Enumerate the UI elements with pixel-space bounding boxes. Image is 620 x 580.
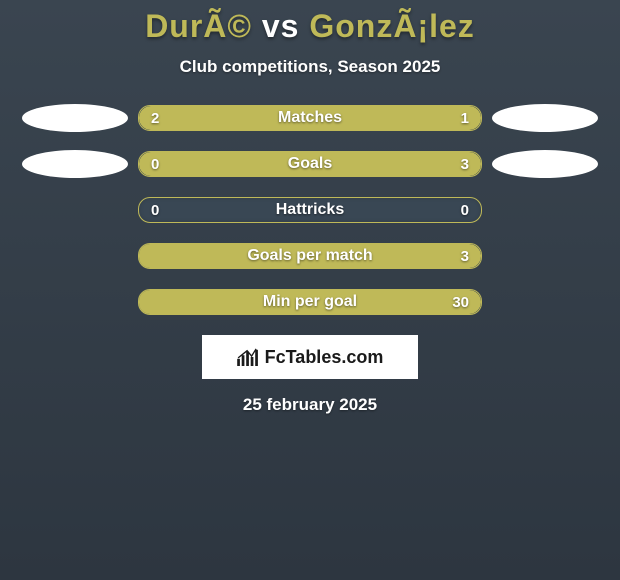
spacer — [22, 288, 128, 316]
stat-value-right: 0 — [461, 198, 469, 222]
vs-separator: vs — [262, 8, 300, 44]
bar-fill-right — [139, 244, 481, 268]
player1-marker — [22, 104, 128, 132]
spacer — [492, 196, 598, 224]
bar-chart-icon — [237, 348, 259, 366]
date-label: 25 february 2025 — [0, 395, 620, 415]
player2-name: GonzÃ¡lez — [309, 8, 474, 44]
spacer — [492, 242, 598, 270]
stat-row: 3Goals per match — [0, 243, 620, 269]
bar-fill-right — [365, 106, 481, 130]
stat-bar: 30Min per goal — [138, 289, 482, 315]
stat-row: 03Goals — [0, 151, 620, 177]
stat-bar: 21Matches — [138, 105, 482, 131]
spacer — [492, 288, 598, 316]
player2-marker — [492, 104, 598, 132]
page-title: DurÃ© vs GonzÃ¡lez — [0, 0, 620, 45]
spacer — [22, 242, 128, 270]
comparison-infographic: DurÃ© vs GonzÃ¡lez Club competitions, Se… — [0, 0, 620, 580]
source-logo: FcTables.com — [202, 335, 418, 379]
stat-value-left: 0 — [151, 198, 159, 222]
bar-fill-left — [139, 152, 201, 176]
stat-label: Hattricks — [139, 198, 481, 222]
player1-marker — [22, 150, 128, 178]
stat-bar: 3Goals per match — [138, 243, 482, 269]
stat-row: 0 0Hattricks — [0, 197, 620, 223]
player1-name: DurÃ© — [145, 8, 252, 44]
source-logo-text: FcTables.com — [265, 347, 384, 368]
bar-fill-left — [139, 106, 365, 130]
bar-fill-right — [201, 152, 481, 176]
subtitle: Club competitions, Season 2025 — [0, 57, 620, 77]
stat-bar: 0 0Hattricks — [138, 197, 482, 223]
stat-row: 21Matches — [0, 105, 620, 131]
player2-marker — [492, 150, 598, 178]
spacer — [22, 196, 128, 224]
comparison-bars: 21Matches 03Goals 0 0Hattricks 3Goals per ma… — [0, 105, 620, 315]
stat-bar: 03Goals — [138, 151, 482, 177]
stat-row: 30Min per goal — [0, 289, 620, 315]
bar-fill-right — [139, 290, 481, 314]
